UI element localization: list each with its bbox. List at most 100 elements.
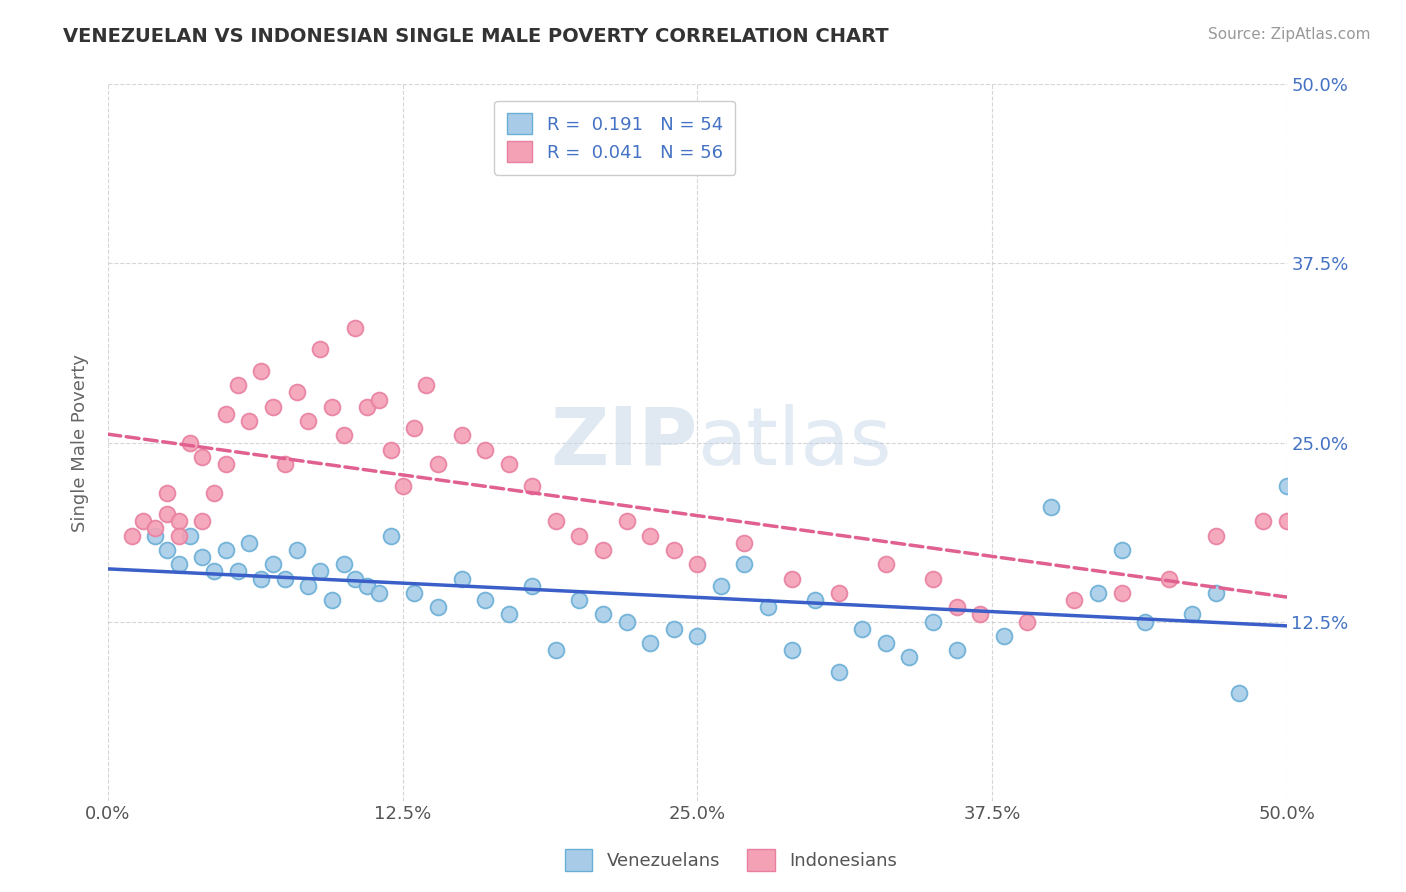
Point [993, 629, 1015, 643]
Point [202, 485, 225, 500]
Point [238, 536, 260, 550]
Point [156, 507, 179, 521]
Point [143, 528, 166, 542]
Point [592, 543, 614, 558]
Point [945, 643, 967, 657]
Point [922, 572, 945, 586]
Point [568, 528, 591, 542]
Point [733, 536, 755, 550]
Point [592, 607, 614, 622]
Point [344, 321, 367, 335]
Point [686, 558, 709, 572]
Point [179, 528, 201, 542]
Point [132, 514, 155, 528]
Point [1111, 586, 1133, 600]
Point [498, 457, 520, 471]
Point [391, 478, 413, 492]
Point [250, 572, 273, 586]
Legend: Venezuelans, Indonesians: Venezuelans, Indonesians [558, 842, 904, 879]
Point [356, 579, 378, 593]
Point [226, 378, 249, 392]
Point [875, 558, 897, 572]
Point [1157, 572, 1180, 586]
Point [1251, 514, 1274, 528]
Point [662, 543, 685, 558]
Point [215, 407, 238, 421]
Point [262, 400, 284, 414]
Point [250, 364, 273, 378]
Point [167, 528, 190, 542]
Point [1063, 593, 1085, 607]
Point [344, 572, 367, 586]
Point [828, 586, 851, 600]
Point [191, 550, 214, 565]
Point [922, 615, 945, 629]
Legend: R =  0.191   N = 54, R =  0.041   N = 56: R = 0.191 N = 54, R = 0.041 N = 56 [494, 101, 735, 175]
Point [156, 485, 179, 500]
Point [522, 478, 544, 492]
Point [638, 636, 661, 650]
Point [215, 457, 238, 471]
Point [522, 579, 544, 593]
Point [202, 565, 225, 579]
Point [191, 514, 214, 528]
Point [1229, 686, 1251, 700]
Point [1111, 543, 1133, 558]
Point [321, 593, 343, 607]
Point [309, 343, 332, 357]
Point [1205, 528, 1227, 542]
Point [898, 650, 921, 665]
Point [945, 600, 967, 615]
Point [450, 572, 472, 586]
Y-axis label: Single Male Poverty: Single Male Poverty [72, 353, 89, 532]
Point [262, 558, 284, 572]
Point [321, 400, 343, 414]
Point [498, 607, 520, 622]
Point [686, 629, 709, 643]
Point [780, 643, 803, 657]
Point [1275, 478, 1298, 492]
Point [309, 565, 332, 579]
Point [427, 600, 450, 615]
Point [756, 600, 779, 615]
Point [368, 392, 391, 407]
Point [1275, 514, 1298, 528]
Text: ZIP: ZIP [550, 403, 697, 482]
Point [143, 521, 166, 535]
Text: VENEZUELAN VS INDONESIAN SINGLE MALE POVERTY CORRELATION CHART: VENEZUELAN VS INDONESIAN SINGLE MALE POV… [63, 27, 889, 45]
Point [450, 428, 472, 442]
Point [356, 400, 378, 414]
Point [804, 593, 827, 607]
Point [156, 543, 179, 558]
Point [285, 543, 308, 558]
Point [544, 643, 567, 657]
Point [167, 558, 190, 572]
Point [380, 442, 402, 457]
Point [297, 414, 319, 428]
Point [238, 414, 260, 428]
Point [274, 572, 297, 586]
Point [415, 378, 437, 392]
Point [167, 514, 190, 528]
Point [332, 428, 354, 442]
Point [638, 528, 661, 542]
Text: atlas: atlas [697, 403, 891, 482]
Point [404, 586, 426, 600]
Point [191, 450, 214, 464]
Point [474, 442, 496, 457]
Point [1181, 607, 1204, 622]
Point [179, 435, 201, 450]
Point [875, 636, 897, 650]
Point [733, 558, 755, 572]
Point [616, 514, 638, 528]
Point [297, 579, 319, 593]
Point [404, 421, 426, 435]
Point [380, 528, 402, 542]
Point [828, 665, 851, 679]
Point [662, 622, 685, 636]
Point [544, 514, 567, 528]
Point [710, 579, 733, 593]
Point [1133, 615, 1156, 629]
Text: Source: ZipAtlas.com: Source: ZipAtlas.com [1208, 27, 1371, 42]
Point [1087, 586, 1109, 600]
